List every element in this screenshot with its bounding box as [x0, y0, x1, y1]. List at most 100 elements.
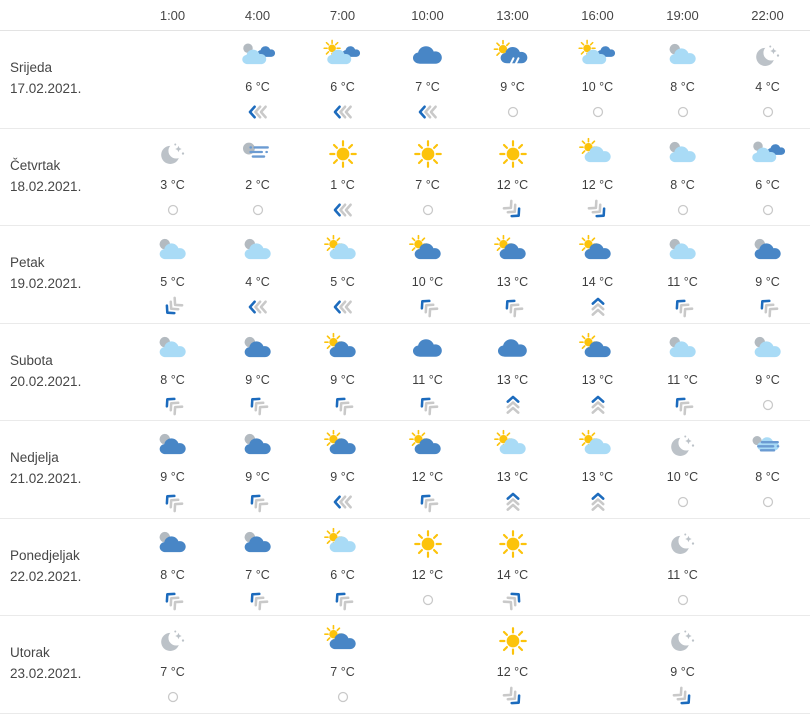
sun-icon	[493, 526, 533, 562]
temperature: 12 °C	[581, 177, 614, 192]
forecast-cell	[555, 616, 640, 713]
wind-up-icon	[502, 490, 524, 514]
wind-calm-icon	[162, 198, 184, 222]
wind-up-left-icon	[672, 295, 694, 319]
temperature: 8 °C	[670, 80, 695, 94]
forecast-cell: 14 °C	[470, 519, 555, 616]
sun-icon	[323, 136, 363, 172]
wind-up-left-icon	[417, 393, 439, 417]
wind-down-right-icon	[587, 198, 609, 222]
wind-calm-icon	[332, 685, 354, 709]
day-label: Subota 20.02.2021.	[0, 324, 130, 421]
forecast-cell: 10 °C	[385, 226, 470, 323]
forecast-row: Ponedjeljak 22.02.2021. 8 °C 7 °C 6 °C 12 °C 1…	[0, 519, 810, 616]
fog-light-icon	[748, 428, 788, 464]
wind-up-left-icon	[332, 588, 354, 612]
day-label: Srijeda 17.02.2021.	[0, 31, 130, 128]
sun-cloud-dark-icon	[323, 331, 363, 367]
wind-left-icon	[332, 295, 354, 319]
temperature: 9 °C	[500, 80, 525, 94]
cloud-gray-light-icon	[748, 331, 788, 367]
forecast-cell: 8 °C	[725, 421, 810, 518]
wind-up-right-icon	[502, 588, 524, 612]
temperature: 8 °C	[160, 567, 185, 582]
cloud-gray-light-icon	[663, 136, 703, 172]
day-date: 20.02.2021.	[10, 373, 82, 389]
temperature: 2 °C	[245, 177, 270, 192]
moon-stars-icon	[153, 623, 193, 659]
temperature: 7 °C	[330, 665, 355, 679]
temperature: 12 °C	[411, 470, 444, 484]
forecast-cell: 10 °C	[640, 421, 725, 518]
wind-calm-icon	[417, 588, 439, 612]
wind-up-left-icon	[162, 588, 184, 612]
day-label: Petak 19.02.2021.	[0, 226, 130, 323]
temperature: 13 °C	[581, 372, 614, 387]
temperature: 11 °C	[667, 567, 698, 582]
time-header: 7:00	[329, 7, 356, 23]
sun-cloud-light-dark-icon	[577, 38, 618, 74]
forecast-cell: 7 °C	[130, 616, 215, 713]
wind-calm-icon	[672, 100, 694, 124]
forecast-cell: 13 °C	[555, 421, 640, 518]
temperature: 12 °C	[496, 665, 529, 679]
moon-stars-icon	[663, 526, 703, 562]
day-date: 21.02.2021.	[10, 471, 82, 487]
temperature: 6 °C	[245, 80, 270, 94]
temperature: 7 °C	[415, 177, 440, 192]
wind-down-right-icon	[502, 198, 524, 222]
cloud-gray-dark-icon	[153, 428, 193, 464]
sun-cloud-dark-icon	[578, 331, 618, 367]
wind-up-left-icon	[332, 393, 354, 417]
sun-cloud-light-icon	[323, 233, 363, 269]
forecast-cell: 7 °C	[215, 519, 300, 616]
forecast-cell	[725, 616, 810, 713]
wind-calm-icon	[757, 393, 779, 417]
wind-calm-icon	[502, 100, 524, 124]
forecast-cell: 13 °C	[470, 421, 555, 518]
forecast-cell: 9 °C	[725, 324, 810, 421]
wind-calm-icon	[757, 198, 779, 222]
forecast-cell: 9 °C	[725, 226, 810, 323]
temperature: 9 °C	[330, 470, 355, 484]
cloud-gray-dark-icon	[238, 428, 278, 464]
sun-cloud-dark-icon	[578, 233, 618, 269]
moon-stars-icon	[748, 38, 788, 74]
forecast-cell: 13 °C	[555, 324, 640, 421]
time-header: 10:00	[411, 7, 444, 23]
temperature: 11 °C	[412, 372, 443, 387]
cloud-dark-icon	[408, 38, 448, 74]
wind-calm-icon	[757, 100, 779, 124]
wind-up-left-icon	[162, 490, 184, 514]
forecast-cell: 2 °C	[215, 129, 300, 226]
wind-up-left-icon	[247, 490, 269, 514]
forecast-cell: 9 °C	[470, 31, 555, 128]
forecast-cell: 13 °C	[470, 226, 555, 323]
wind-up-icon	[587, 490, 609, 514]
forecast-cell: 11 °C	[640, 324, 725, 421]
forecast-cell: 7 °C	[385, 129, 470, 226]
sun-cloud-dark-icon	[408, 428, 448, 464]
temperature: 11 °C	[667, 275, 698, 289]
wind-up-icon	[587, 393, 609, 417]
wind-calm-icon	[672, 198, 694, 222]
moon-stars-icon	[153, 136, 193, 172]
forecast-cell: 6 °C	[300, 519, 385, 616]
forecast-cell: 5 °C	[300, 226, 385, 323]
wind-left-icon	[417, 100, 439, 124]
forecast-row: Nedjelja 21.02.2021. 9 °C 9 °C 9 °C 12 °C 13 °…	[0, 421, 810, 519]
moon-stars-icon	[663, 428, 703, 464]
time-header-row: 1:00 4:00 7:00 10:00 13:00 16:00 19:00 22:00	[0, 0, 810, 31]
wind-calm-icon	[417, 198, 439, 222]
forecast-cell	[555, 519, 640, 616]
temperature: 8 °C	[670, 177, 695, 192]
cloud-dark-icon	[493, 331, 533, 367]
temperature: 13 °C	[496, 275, 529, 289]
forecast-cell	[725, 519, 810, 616]
forecast-cell: 10 °C	[555, 31, 640, 128]
wind-calm-icon	[757, 490, 779, 514]
forecast-cell: 9 °C	[130, 421, 215, 518]
sun-rain-dark-icon	[493, 38, 533, 74]
forecast-rows: Srijeda 17.02.2021. 6 °C 6 °C 7 °C 9 °C 10 °C 8…	[0, 31, 810, 714]
wind-down-left-icon	[162, 295, 184, 319]
